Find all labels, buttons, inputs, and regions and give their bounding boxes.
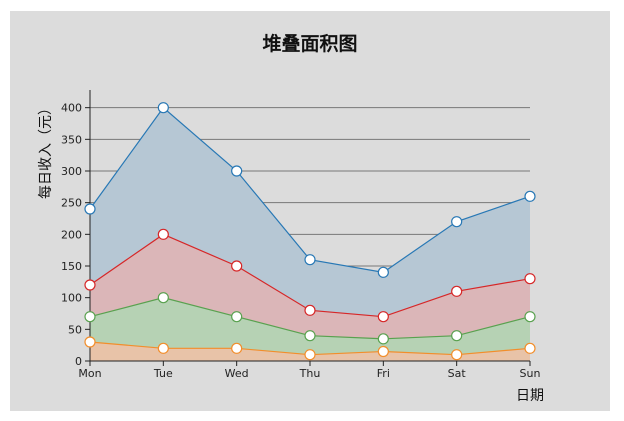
data-point (524, 342, 536, 354)
area-fill (90, 234, 530, 339)
data-points (84, 102, 536, 361)
data-point (377, 345, 389, 358)
data-point (377, 333, 389, 345)
data-point (157, 342, 169, 354)
x-tick-label: Sun (520, 367, 541, 380)
data-point (157, 228, 169, 240)
data-point (304, 330, 316, 342)
chart-title: 堆叠面积图 (262, 32, 357, 55)
data-point (231, 342, 243, 354)
x-tick-label: Sat (448, 367, 467, 380)
data-point (231, 260, 243, 272)
y-tick-label: 350 (61, 133, 82, 146)
y-tick-label: 400 (61, 102, 82, 115)
data-point (451, 330, 463, 342)
y-tick-label: 300 (61, 165, 82, 178)
x-tick-label: Wed (225, 367, 249, 380)
x-tick-label: Mon (78, 367, 101, 380)
data-point (524, 273, 536, 285)
y-tick-label: 150 (61, 260, 82, 273)
data-point (451, 349, 463, 361)
data-point (231, 165, 243, 177)
area-fill (90, 342, 530, 361)
area-fill (90, 297, 530, 355)
area-fill (90, 107, 530, 317)
area-layers (90, 107, 530, 361)
x-axis-label: 日期 (516, 388, 544, 404)
data-point (84, 279, 96, 291)
data-point (524, 190, 536, 202)
y-tick-label: 250 (61, 197, 82, 210)
data-point (157, 292, 169, 304)
data-point (524, 311, 536, 323)
data-point (231, 311, 243, 323)
y-tick-label: 200 (61, 228, 82, 241)
y-tick-label: 100 (61, 292, 82, 305)
data-point (377, 266, 389, 278)
x-tick-label: Thu (299, 367, 321, 380)
axes: 0 50 100 150 200 250 300 350 400 Mon Tue Wed Thu Fri S… (61, 90, 540, 380)
data-point (84, 203, 96, 215)
data-point (451, 285, 463, 297)
data-point (84, 311, 96, 323)
data-point (84, 336, 96, 348)
y-axis-label: 每日收入（元） (38, 101, 54, 199)
data-point (304, 349, 316, 361)
x-tick-label: Fri (377, 367, 390, 380)
data-point (304, 254, 316, 266)
y-tick-label: 0 (75, 355, 82, 368)
data-point (377, 311, 389, 323)
x-tick-label: Tue (153, 367, 173, 380)
y-tick-label: 50 (68, 323, 82, 336)
data-point (451, 216, 463, 228)
data-point (304, 304, 316, 316)
data-point (157, 102, 169, 114)
